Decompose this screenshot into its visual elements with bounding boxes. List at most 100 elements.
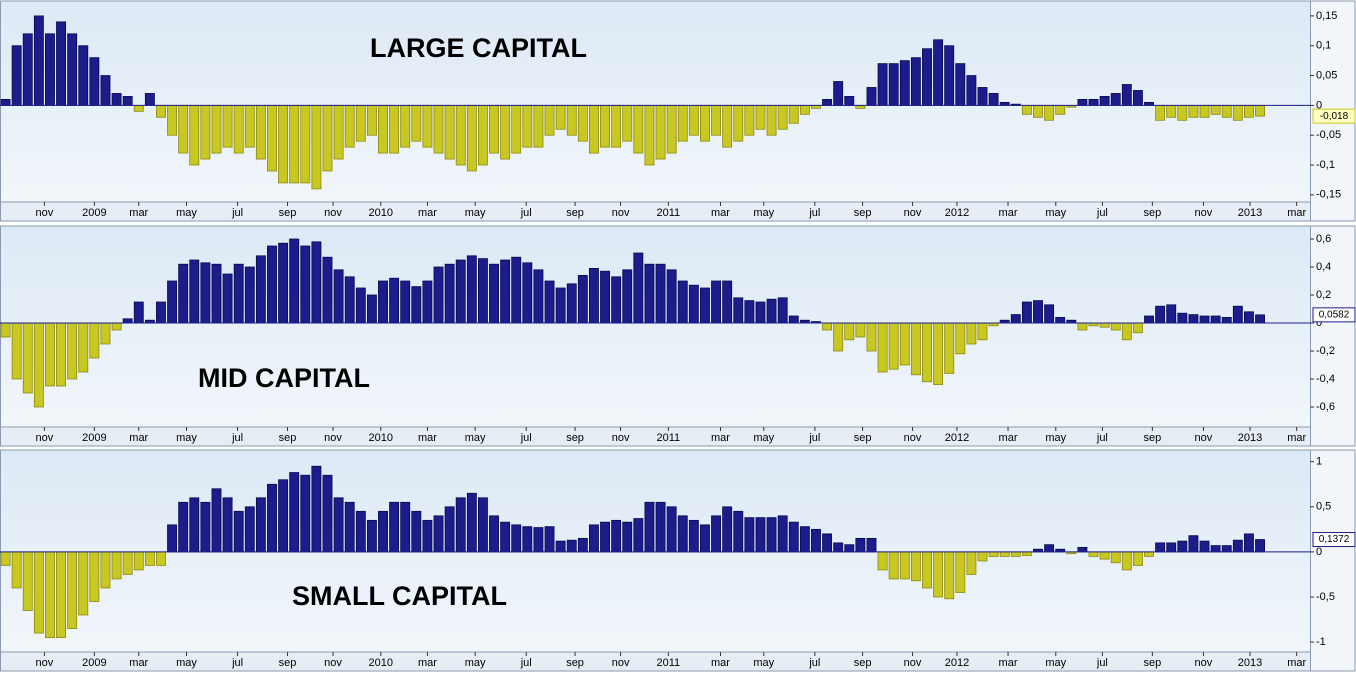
bar xyxy=(1166,304,1177,324)
bar xyxy=(844,96,855,106)
bar xyxy=(511,524,522,553)
bar xyxy=(1188,104,1199,118)
bar xyxy=(189,497,200,553)
y-tick-label: 0,05 xyxy=(1316,69,1337,81)
bar xyxy=(433,515,444,553)
bar xyxy=(189,259,200,324)
bar xyxy=(444,104,455,160)
x-tick-label: mar xyxy=(711,657,730,669)
bar xyxy=(711,280,722,324)
bar xyxy=(622,521,633,553)
chart-title: SMALL CAPITAL xyxy=(292,581,507,611)
bar xyxy=(477,258,488,324)
bar xyxy=(1088,551,1099,557)
x-tick-label: nov xyxy=(612,207,630,219)
bar xyxy=(977,551,988,562)
bar xyxy=(544,526,555,553)
y-tick-label: 0,6 xyxy=(1316,233,1331,245)
bar xyxy=(22,322,33,394)
bar xyxy=(289,472,300,553)
x-tick-label: nov xyxy=(324,432,342,444)
x-tick-label: mar xyxy=(129,207,148,219)
bar xyxy=(955,551,966,593)
bar xyxy=(278,104,289,184)
bar xyxy=(688,104,699,136)
bar xyxy=(855,537,866,553)
bar xyxy=(766,517,777,553)
bar xyxy=(1021,104,1032,115)
bar xyxy=(566,539,577,553)
bar xyxy=(500,259,511,324)
bar xyxy=(910,57,921,106)
x-tick-label: nov xyxy=(36,207,54,219)
bar xyxy=(677,104,688,142)
bar xyxy=(489,263,499,324)
bar xyxy=(899,551,910,580)
bar xyxy=(955,63,966,106)
bar xyxy=(111,322,122,331)
x-tick-label: jul xyxy=(1096,432,1108,444)
bar xyxy=(544,280,555,324)
panel: MID CAPITAL 0,6 0,4 0,2 0 -0,2 -0,4 -0,6 nov 2009… xyxy=(0,225,1356,447)
bar xyxy=(566,283,577,324)
bar xyxy=(289,104,300,184)
x-tick-label: may xyxy=(753,657,774,669)
bar xyxy=(788,521,799,553)
bar xyxy=(89,322,100,359)
bar xyxy=(799,104,810,115)
bar xyxy=(1221,317,1232,324)
bar xyxy=(1077,99,1088,106)
bar xyxy=(522,104,533,148)
y-tick-label: 1 xyxy=(1316,456,1322,468)
bar xyxy=(766,298,777,324)
x-tick-label: nov xyxy=(36,657,54,669)
bar xyxy=(311,241,322,324)
bar xyxy=(544,104,555,136)
bar xyxy=(1010,314,1021,324)
bar xyxy=(200,262,211,324)
bar xyxy=(378,104,388,154)
x-tick-label: nov xyxy=(324,207,342,219)
bar xyxy=(1199,104,1210,118)
y-tick-label: 0,15 xyxy=(1316,10,1337,22)
bar xyxy=(588,104,599,154)
bar xyxy=(144,93,155,106)
bar xyxy=(1010,551,1021,557)
bar xyxy=(255,104,266,160)
x-tick-label: 2010 xyxy=(369,432,393,444)
bar xyxy=(1177,312,1188,324)
bar xyxy=(1221,545,1232,553)
x-tick-label: mar xyxy=(1287,207,1306,219)
bar xyxy=(1088,99,1099,106)
bar xyxy=(267,245,277,324)
x-tick-label: 2011 xyxy=(656,207,680,219)
bar xyxy=(1044,104,1055,121)
bar xyxy=(1199,315,1210,324)
bar xyxy=(711,515,722,553)
bar xyxy=(100,75,111,106)
bar xyxy=(533,527,544,553)
x-tick-label: 2012 xyxy=(945,657,969,669)
bar xyxy=(311,104,322,190)
bar xyxy=(111,551,122,580)
last-value-label: -0,018 xyxy=(1320,111,1349,122)
bar xyxy=(366,519,377,553)
bar xyxy=(522,262,533,324)
bar xyxy=(788,315,799,324)
bar xyxy=(600,104,610,148)
bar xyxy=(600,270,610,324)
bar xyxy=(22,551,33,611)
bar xyxy=(577,104,588,142)
bar xyxy=(378,280,388,324)
bar xyxy=(822,99,833,106)
x-tick-label: sep xyxy=(566,432,584,444)
bar xyxy=(899,60,910,106)
x-tick-label: sep xyxy=(1143,207,1161,219)
x-tick-label: nov xyxy=(904,657,922,669)
bar xyxy=(655,263,666,324)
x-tick-label: nov xyxy=(1195,657,1213,669)
bar xyxy=(700,104,710,142)
bar xyxy=(1166,104,1177,118)
y-tick-label: -0,4 xyxy=(1316,373,1335,385)
bar xyxy=(1210,104,1221,115)
